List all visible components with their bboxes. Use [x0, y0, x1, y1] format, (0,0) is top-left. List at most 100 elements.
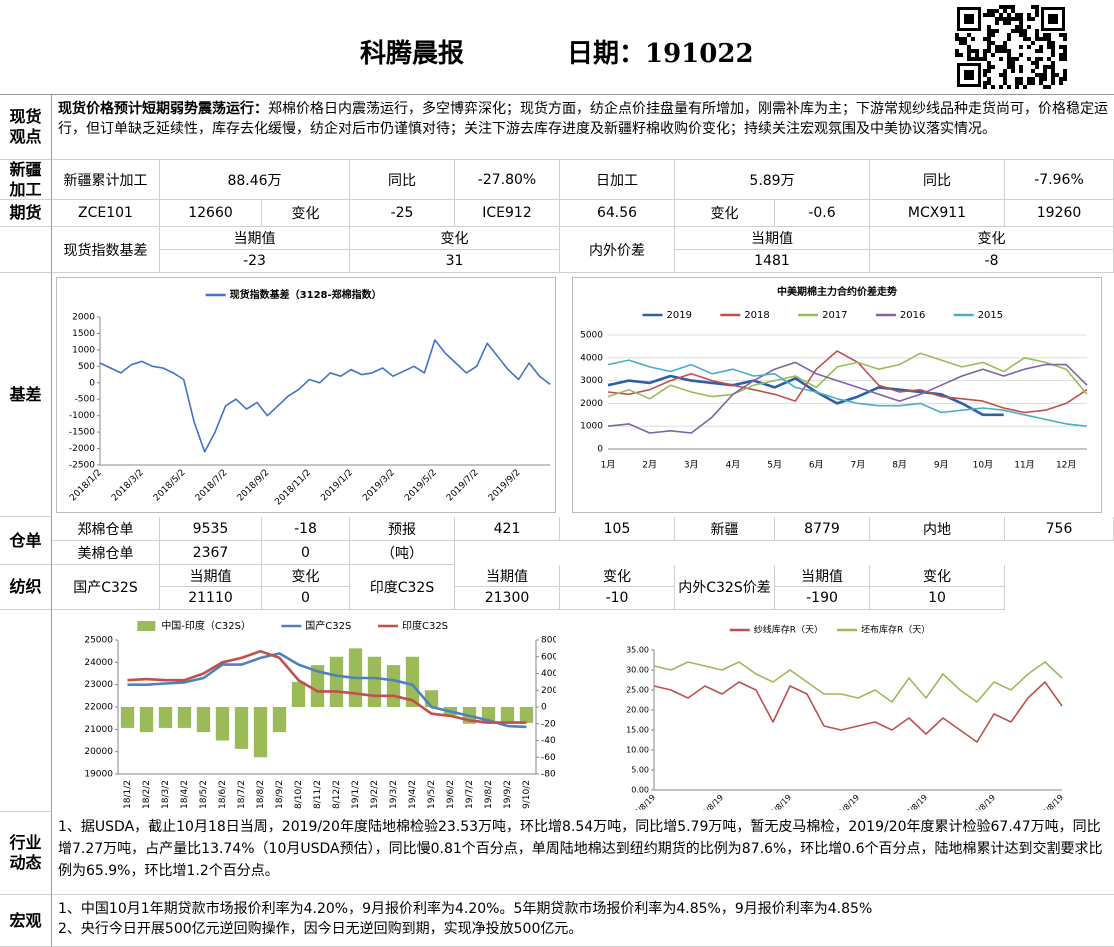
table-cell: 当期值	[455, 565, 560, 587]
y-tick-label: 10.00	[626, 746, 649, 755]
table-cell: -18	[262, 517, 350, 541]
qr-module	[987, 61, 991, 65]
x-tick-label: 19/5/2	[427, 780, 437, 809]
y-tick-label: 2000	[72, 313, 95, 323]
qr-module	[1007, 5, 1011, 9]
section-label-text: 仓单	[9, 530, 42, 550]
qr-module	[975, 49, 979, 53]
x-tick-label: 18/1/2	[123, 780, 133, 809]
qr-module	[1023, 29, 1027, 33]
section-label-text: 基差	[9, 384, 42, 404]
qr-module	[1059, 57, 1063, 61]
y-tick-label: 30.00	[626, 666, 649, 675]
qr-module	[1027, 25, 1031, 29]
bar	[519, 707, 534, 723]
x-tick-label: 18/4/2	[180, 780, 190, 809]
table-cell: 21300	[455, 587, 560, 610]
bar	[158, 707, 173, 728]
table-cell: -0.6	[775, 200, 870, 227]
qr-module	[999, 45, 1003, 49]
qr-module	[1047, 85, 1051, 89]
table-cell: 当期值	[775, 565, 870, 587]
qr-module	[1003, 77, 1007, 81]
qr-module	[1007, 57, 1011, 61]
qr-module	[987, 13, 991, 17]
table-cell: 预报	[350, 517, 455, 541]
chart: 中美期棉主力合约价差走势 0 1000 2000 3000 4000 5000 1月 2月 3月 4…	[572, 277, 1102, 513]
qr-module	[991, 85, 995, 89]
x-tick-label: 19/9/2	[503, 780, 513, 809]
qr-module	[983, 49, 987, 53]
qr-module	[1019, 17, 1023, 21]
qr-module	[1019, 65, 1023, 69]
bar	[215, 707, 230, 741]
qr-module	[987, 69, 991, 73]
qr-module	[1047, 57, 1051, 61]
qr-module	[1051, 61, 1055, 65]
qr-module	[1063, 45, 1067, 49]
qr-module	[1003, 81, 1007, 85]
table-cell: 内地	[870, 517, 1005, 541]
qr-module	[1007, 21, 1011, 25]
qr-module	[1043, 73, 1047, 77]
qr-module	[999, 49, 1003, 53]
bar	[253, 707, 268, 758]
qr-module	[1007, 53, 1011, 57]
section-label-text: 行业动态	[9, 833, 42, 872]
y-tick-label: 24000	[84, 658, 113, 668]
x-tick-label: 17/8/19	[901, 793, 929, 810]
table-cell: 变化	[560, 565, 675, 587]
chart-border	[56, 277, 556, 513]
table-cell: 88.46万	[160, 160, 350, 200]
table-cell: 印度C32S	[350, 565, 455, 610]
y2-tick-label: -800	[541, 770, 556, 780]
x-tick-label: 18/5/2	[199, 780, 209, 809]
qr-module	[1039, 49, 1043, 53]
table-cell: ICE912	[455, 200, 560, 227]
x-tick-label: 2018/11/2	[273, 468, 313, 508]
y2-tick-label: 400	[541, 669, 556, 679]
qr-module	[1015, 13, 1019, 17]
bar	[177, 707, 192, 728]
table-cell: -190	[775, 587, 870, 610]
x-tick-label: 2018/3/2	[110, 468, 146, 504]
section-label: 仓单	[0, 517, 52, 565]
bar	[329, 656, 344, 707]
section-label: 期货	[0, 200, 52, 227]
x-tick-label: 2019/3/2	[361, 468, 397, 504]
qr-module	[1007, 37, 1011, 41]
qr-module	[995, 49, 999, 53]
table-cell: 1481	[675, 250, 870, 273]
qr-module	[1019, 13, 1023, 17]
table-cell: 变化	[262, 565, 350, 587]
qr-module	[1011, 69, 1015, 73]
qr-module	[1007, 65, 1011, 69]
x-tick-label: 19/8/19	[1037, 793, 1065, 810]
qr-module	[1003, 5, 1007, 9]
y-tick-label: 25000	[84, 636, 113, 646]
y-tick-label: 0.00	[631, 786, 649, 795]
y2-tick-label: -400	[541, 736, 556, 746]
qr-module	[1019, 21, 1023, 25]
qr-module	[975, 57, 979, 61]
table-cell: -7.96%	[1005, 160, 1114, 200]
qr-module	[983, 81, 987, 85]
qr-module	[1031, 77, 1035, 81]
section-label: 宏观	[0, 895, 52, 947]
macro-news: 1、中国10月1年期贷款市场报价利率为4.20%，9月报价利率为4.20%。5年…	[52, 895, 1114, 947]
y-tick-label: 19000	[84, 770, 113, 780]
y2-tick-label: 800	[541, 636, 556, 646]
table-cell: ZCE101	[52, 200, 160, 227]
qr-module	[1063, 49, 1067, 53]
bar	[234, 707, 249, 749]
qr-module	[1027, 17, 1031, 21]
table-cell: 新疆累计加工	[52, 160, 160, 200]
y-tick-label: -2000	[69, 444, 95, 454]
qr-module	[1063, 53, 1067, 57]
x-tick-label: 15/8/19	[765, 793, 793, 810]
y-tick-label: 23000	[84, 680, 113, 690]
qr-module	[1051, 41, 1055, 45]
y-tick-label: 4000	[580, 353, 603, 363]
qr-module	[1007, 85, 1011, 89]
y-tick-label: 2000	[580, 399, 603, 409]
